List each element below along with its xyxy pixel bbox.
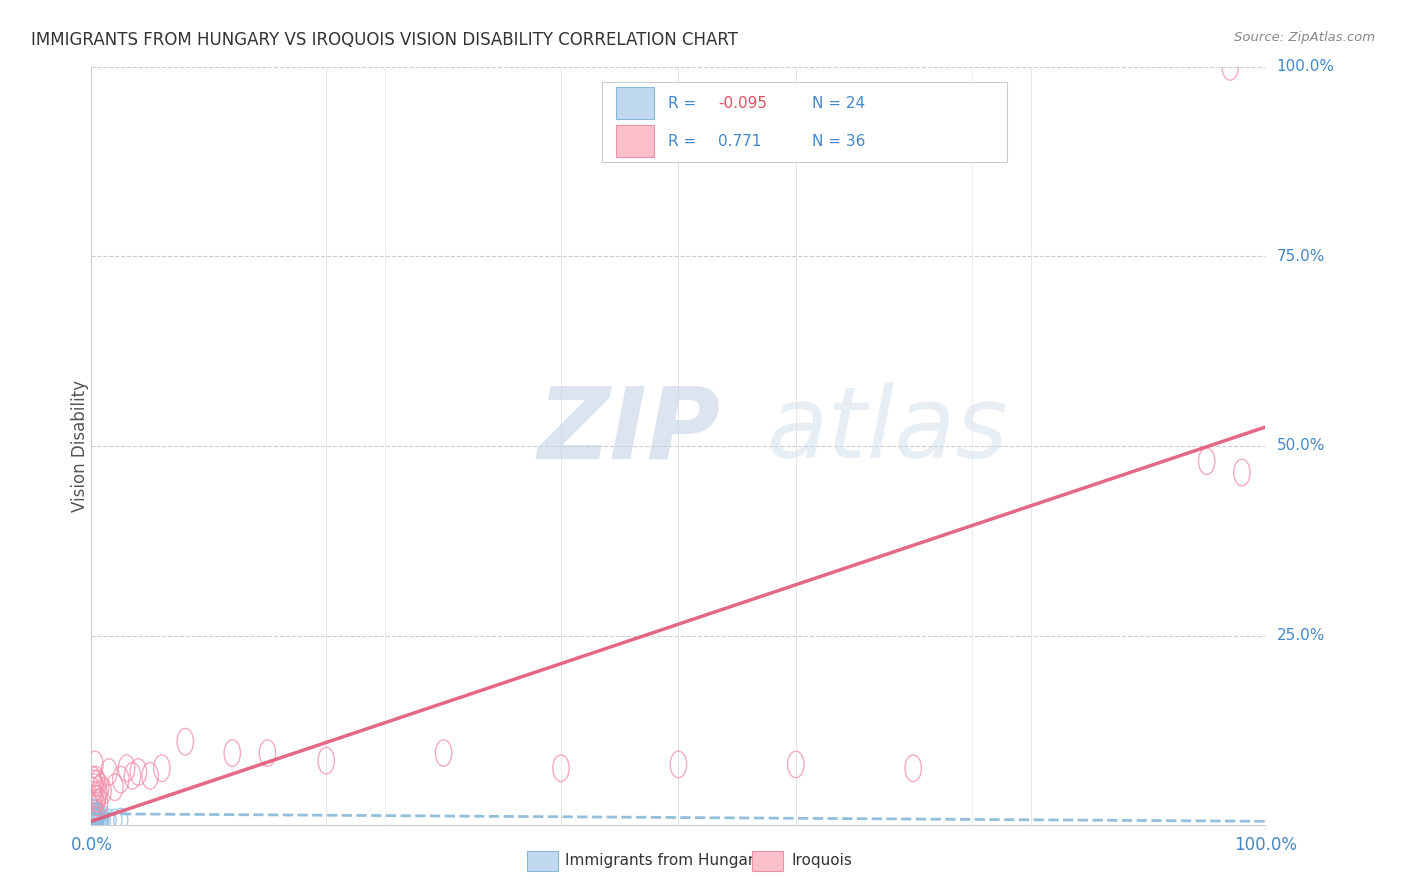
Bar <box>616 87 654 120</box>
Text: 0.771: 0.771 <box>718 134 762 149</box>
Bar <box>616 125 654 157</box>
Text: Immigrants from Hungary: Immigrants from Hungary <box>565 854 763 868</box>
Text: N = 24: N = 24 <box>813 95 865 111</box>
Text: 50.0%: 50.0% <box>1277 439 1324 453</box>
Text: R =: R = <box>668 95 702 111</box>
Text: 100.0%: 100.0% <box>1277 60 1334 74</box>
FancyBboxPatch shape <box>602 82 1007 161</box>
Text: N = 36: N = 36 <box>813 134 866 149</box>
Text: IMMIGRANTS FROM HUNGARY VS IROQUOIS VISION DISABILITY CORRELATION CHART: IMMIGRANTS FROM HUNGARY VS IROQUOIS VISI… <box>31 31 738 49</box>
Text: R =: R = <box>668 134 702 149</box>
Text: Iroquois: Iroquois <box>792 854 852 868</box>
Text: 25.0%: 25.0% <box>1277 628 1324 643</box>
Text: 75.0%: 75.0% <box>1277 249 1324 264</box>
Y-axis label: Vision Disability: Vision Disability <box>72 380 89 512</box>
Text: Source: ZipAtlas.com: Source: ZipAtlas.com <box>1234 31 1375 45</box>
Text: ZIP: ZIP <box>537 383 720 479</box>
Text: atlas: atlas <box>766 383 1008 479</box>
Text: -0.095: -0.095 <box>718 95 768 111</box>
